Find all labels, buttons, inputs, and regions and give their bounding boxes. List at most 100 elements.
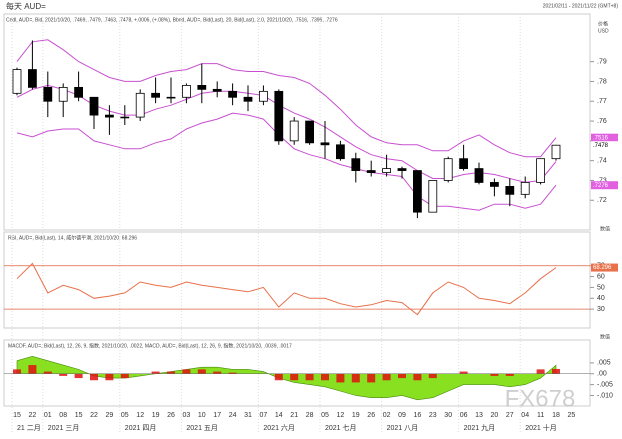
axis-label: 数值 [600,333,610,340]
macd-histogram-bar [351,373,360,383]
value-box-label: .7276 [593,183,609,189]
y-tick-label: 50 [597,284,605,291]
macd-histogram-bar [274,373,283,381]
month-label: 2021 三月 [48,424,80,432]
candle-body [335,144,345,160]
y-tick-label: 40 [597,295,605,302]
day-label: 05 [121,412,129,419]
value-box [591,181,618,190]
candle-body [43,86,53,102]
month-label: 2021 七月 [325,423,357,432]
macd-panel [3,339,591,407]
macd-histogram-bar [59,373,68,376]
day-label: 19 [352,412,360,419]
candle-body [443,158,453,181]
value-box [591,141,618,150]
day-label: 22 [29,412,37,419]
day-label: 25 [568,412,576,419]
candle-body [551,144,561,160]
day-label: 07 [260,412,268,419]
value-box [591,263,618,272]
macd-histogram-bar [167,371,175,374]
day-label: 18 [552,412,560,419]
day-label: 05 [321,412,329,419]
y-tick-label: .72 [597,197,607,204]
y-tick-label: -.010 [597,392,613,399]
y-tick-label: 60 [597,273,605,280]
candle-body [489,182,499,187]
candle-body [243,96,253,102]
candle-body [228,90,238,98]
candle-body [382,168,392,173]
legend-text: MACDF, AUD=, Bid(Last), 12, 26, 9, 指数, 2… [8,342,292,349]
y-tick-label: -.005 [597,381,613,388]
price-panel [3,13,591,231]
day-label: 14 [275,412,283,419]
candle-body [505,186,515,195]
candle-body [58,86,68,102]
bollinger-band [16,112,557,211]
value-box-label: 68.296 [593,265,612,271]
macd-histogram-bar [120,373,129,379]
macd-histogram-bar [536,369,545,374]
macd-histogram-bar [105,373,114,381]
month-label: 2021 九月 [464,423,496,432]
unit-top: 价格 [598,20,608,27]
macd-histogram-bar [413,373,422,381]
candle-body [520,182,530,195]
macd-histogram-bar [321,373,329,381]
day-label: 04 [521,412,529,419]
y-tick-label: .76 [597,118,607,125]
macd-histogram-bar [197,369,206,374]
day-label: 15 [13,412,21,419]
value-box-label: .7478 [593,143,609,149]
macd-histogram-bar [290,373,299,381]
day-label: 03 [183,412,191,419]
day-label: 11 [537,412,544,419]
day-label: 16 [414,412,422,419]
macd-histogram-bar [428,373,437,379]
candle-body [151,92,161,98]
day-label: 31 [244,412,252,419]
candle-body [89,96,99,116]
candle-body [289,120,299,142]
day-label: 12 [337,412,345,419]
candle-body [366,170,376,173]
macd-histogram-bar [459,371,468,374]
macd-histogram-bar [336,373,345,383]
macd-histogram-bar [182,369,191,374]
unit-bottom: USD [598,28,609,34]
macd-histogram-bar [90,373,98,381]
candle-body [27,69,37,88]
day-label: 27 [506,412,514,419]
axis-label: 数值 [600,225,610,232]
macd-histogram-bar [490,373,499,376]
day-label: 29 [106,412,114,419]
candle-body [212,88,222,92]
day-label: 09 [398,412,406,419]
day-label: 13 [475,412,483,419]
day-label: 01 [44,412,52,419]
day-label: 20 [491,412,499,419]
day-label: 24 [229,412,237,419]
day-label: 19 [152,412,160,419]
candle-body [135,92,145,118]
candle-body [274,90,284,142]
month-label: 2021 八月 [387,424,419,432]
macd-histogram-bar [398,373,406,379]
candle-body [258,90,268,102]
day-label: 22 [90,412,98,419]
title: 每天 AUD= [6,1,46,11]
bollinger-band [16,39,557,158]
y-tick-label: .77 [597,98,607,105]
day-label: 28 [306,412,314,419]
candle-body [197,84,207,90]
range-note: 2021/02/11 - 2021/11/22 (GMT+8) [543,3,619,9]
day-label: 10 [198,412,206,419]
candle-body [12,69,22,94]
day-label: 15 [75,412,83,419]
y-tick-label: 30 [597,306,605,313]
rsi-line [16,262,557,316]
day-label: 23 [429,412,437,419]
